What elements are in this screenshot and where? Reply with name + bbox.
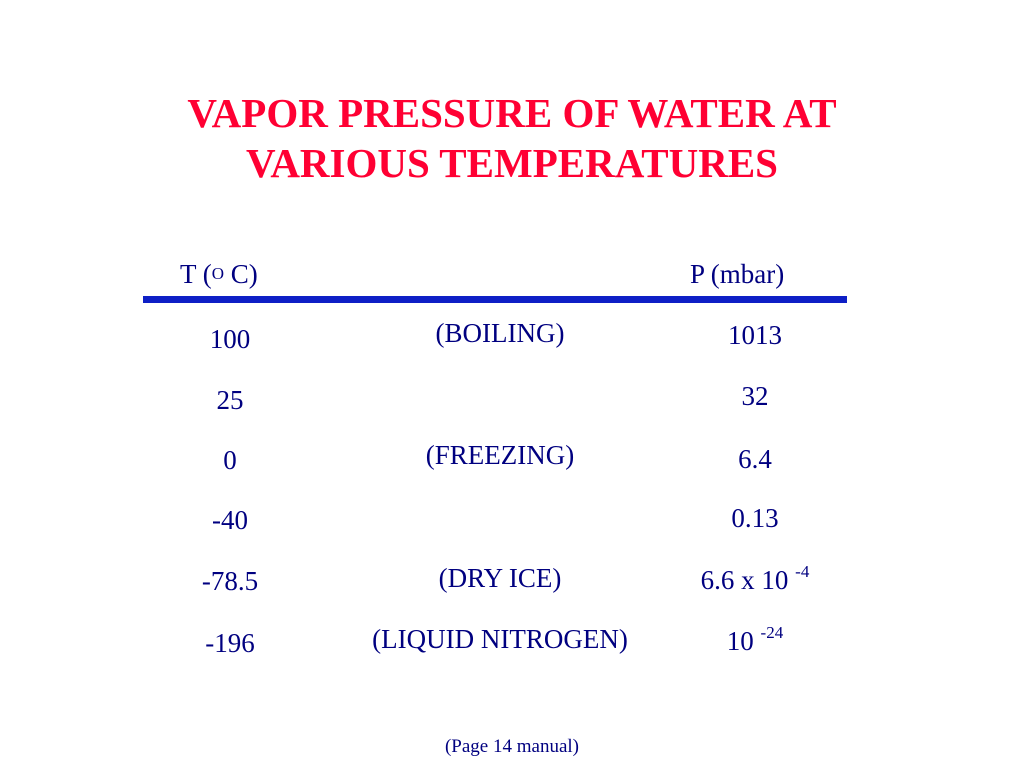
pressure-value: 6.4 bbox=[738, 444, 772, 474]
temp-cell: 0 bbox=[223, 445, 237, 475]
note-cell: (FREEZING) bbox=[425, 440, 575, 470]
note-cell: (LIQUID NITROGEN) bbox=[372, 624, 628, 654]
pressure-value: 32 bbox=[741, 381, 769, 411]
pressure-column-header: P (mbar) bbox=[690, 259, 785, 289]
pressure-cell: 1013 bbox=[660, 318, 850, 356]
note-cell: (DRY ICE) bbox=[438, 563, 562, 593]
temperature-column-header: T (O C) bbox=[180, 257, 258, 295]
page-reference: (Page 14 manual) bbox=[444, 736, 579, 757]
pressure-cell: 10 -24 bbox=[660, 623, 850, 662]
pressure-value: 0.13 bbox=[731, 503, 779, 533]
slide-title: VAPOR PRESSURE OF WATER AT VARIOUS TEMPE… bbox=[0, 88, 1024, 188]
note-cell: (BOILING) bbox=[435, 318, 565, 348]
title-line-1: VAPOR PRESSURE OF WATER AT bbox=[187, 90, 837, 136]
pressure-value: 10 bbox=[726, 626, 761, 656]
temp-cell: 25 bbox=[216, 385, 244, 415]
pressure-cell: 6.4 bbox=[660, 442, 850, 480]
temperature-header-suffix: C) bbox=[224, 259, 258, 289]
pressure-exponent: -4 bbox=[795, 562, 810, 581]
degree-superscript: O bbox=[211, 264, 225, 283]
pressure-value: 1013 bbox=[728, 320, 782, 350]
pressure-cell: 32 bbox=[660, 379, 850, 417]
pressure-cell: 6.6 x 10 -4 bbox=[660, 562, 850, 601]
temp-cell: -196 bbox=[205, 628, 255, 658]
pressure-value: 6.6 x 10 bbox=[700, 565, 796, 595]
temp-cell: 100 bbox=[209, 324, 251, 354]
pressure-cell: 0.13 bbox=[660, 501, 850, 539]
header-divider bbox=[143, 296, 847, 303]
title-line-2: VARIOUS TEMPERATURES bbox=[246, 140, 778, 186]
temperature-header-prefix: T ( bbox=[180, 259, 212, 289]
pressure-exponent: -24 bbox=[760, 623, 784, 642]
temp-cell: -40 bbox=[212, 505, 248, 535]
temp-cell: -78.5 bbox=[201, 566, 259, 596]
